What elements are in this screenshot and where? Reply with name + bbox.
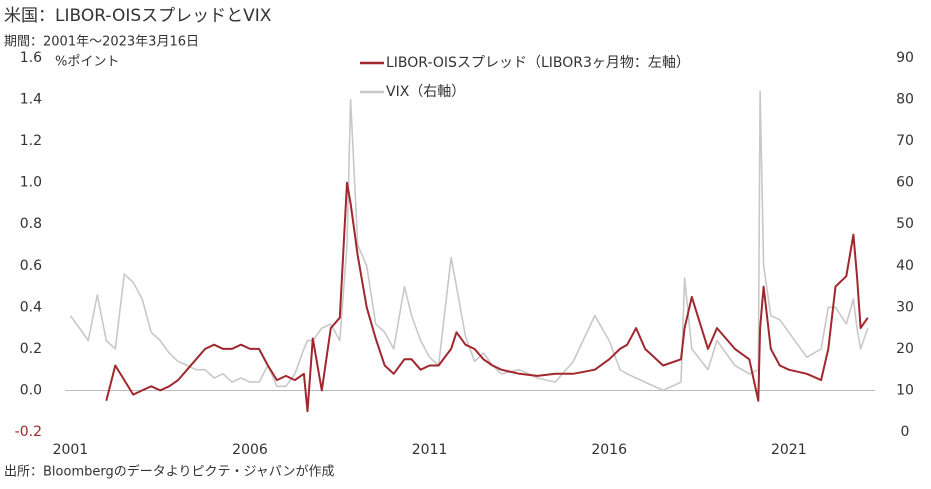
y-tick-label: 0.0 [20, 382, 42, 398]
x-tick-label: 2001 [53, 442, 89, 458]
y-tick-label: 0.4 [20, 299, 42, 315]
y-tick-label: 1.2 [20, 133, 42, 149]
y2-tick-label: 10 [896, 382, 914, 398]
y2-tick-label: 70 [896, 133, 914, 149]
source-note: 出所：Bloombergのデータよりピクテ・ジャパンが作成 [4, 464, 334, 480]
y-tick-label: 1.0 [20, 175, 42, 191]
legend-label: VIX（右軸） [386, 84, 465, 100]
x-tick-label: 2016 [591, 442, 627, 458]
y-tick-label: 0.8 [20, 216, 42, 232]
y-tick-label: 1.4 [20, 92, 42, 108]
y2-tick-label: 60 [896, 175, 914, 191]
chart-title: 米国：LIBOR-OISスプレッドとVIX [4, 6, 272, 26]
y-tick-label: 1.6 [20, 50, 42, 66]
series-line [69, 90, 869, 392]
x-tick-label: 2006 [232, 442, 268, 458]
y-tick-label: 0.2 [20, 341, 42, 357]
y2-tick-label: 50 [896, 216, 914, 232]
y-axis-label: %ポイント [55, 55, 119, 70]
y2-tick-label: 30 [896, 299, 914, 315]
y2-tick-label: 90 [896, 50, 914, 66]
y2-tick-label: 20 [896, 341, 914, 357]
x-tick-label: 2011 [412, 442, 448, 458]
x-tick-label: 2021 [771, 442, 807, 458]
legend-label: LIBOR-OISスプレッド（LIBOR3ヶ月物：左軸） [386, 55, 690, 71]
chart-subtitle: 期間：2001年～2023年3月16日 [4, 35, 199, 50]
y2-tick-label: 0 [901, 424, 910, 440]
series-line [105, 181, 869, 413]
y-tick-label: -0.2 [15, 424, 42, 440]
y2-tick-label: 40 [896, 258, 914, 274]
y-tick-label: 0.6 [20, 258, 42, 274]
y2-tick-label: 80 [896, 92, 914, 108]
